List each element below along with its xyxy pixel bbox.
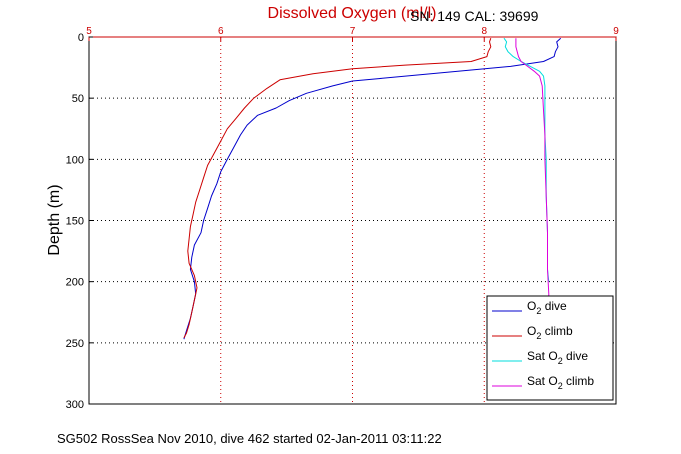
x-tick-label: 9 [613, 26, 619, 37]
series-line-3 [515, 38, 550, 300]
y-tick-label: 300 [66, 399, 84, 411]
dive-caption: SG502 RossSea Nov 2010, dive 462 started… [57, 431, 442, 446]
y-tick-label: 50 [72, 93, 84, 105]
series-line-0 [183, 37, 562, 340]
x-tick-label: 8 [481, 26, 487, 37]
legend-label-1: O2 climb [527, 324, 573, 341]
y-ticks: 0 50 100 150 200 250 300 [66, 32, 93, 411]
legend-label-2: Sat O2 dive [527, 349, 588, 366]
y-tick-label: 250 [66, 338, 84, 350]
y-tick-label: 100 [66, 154, 84, 166]
sn-cal-annotation: SN: 149 CAL: 39699 [410, 8, 539, 24]
series-group [183, 37, 562, 340]
x-tick-label: 5 [86, 26, 92, 37]
y-tick-label: 200 [66, 277, 84, 289]
y-axis-label: Depth (m) [46, 184, 63, 255]
legend-box [486, 295, 614, 401]
legend-label-0: O2 dive [527, 299, 567, 316]
y-tick-label: 0 [78, 32, 84, 44]
chart-title: Dissolved Oxygen (ml/l) [268, 5, 437, 22]
series-line-1 [183, 38, 492, 339]
legend-label-3: Sat O2 climb [527, 374, 594, 391]
x-tick-label: 7 [350, 26, 356, 37]
y-tick-label: 150 [66, 216, 84, 228]
x-ticks: 5 6 7 8 9 [86, 26, 619, 41]
x-tick-label: 6 [218, 26, 224, 37]
legend: O2 dive O2 climb Sat O2 dive Sat O2 climb [486, 295, 614, 401]
